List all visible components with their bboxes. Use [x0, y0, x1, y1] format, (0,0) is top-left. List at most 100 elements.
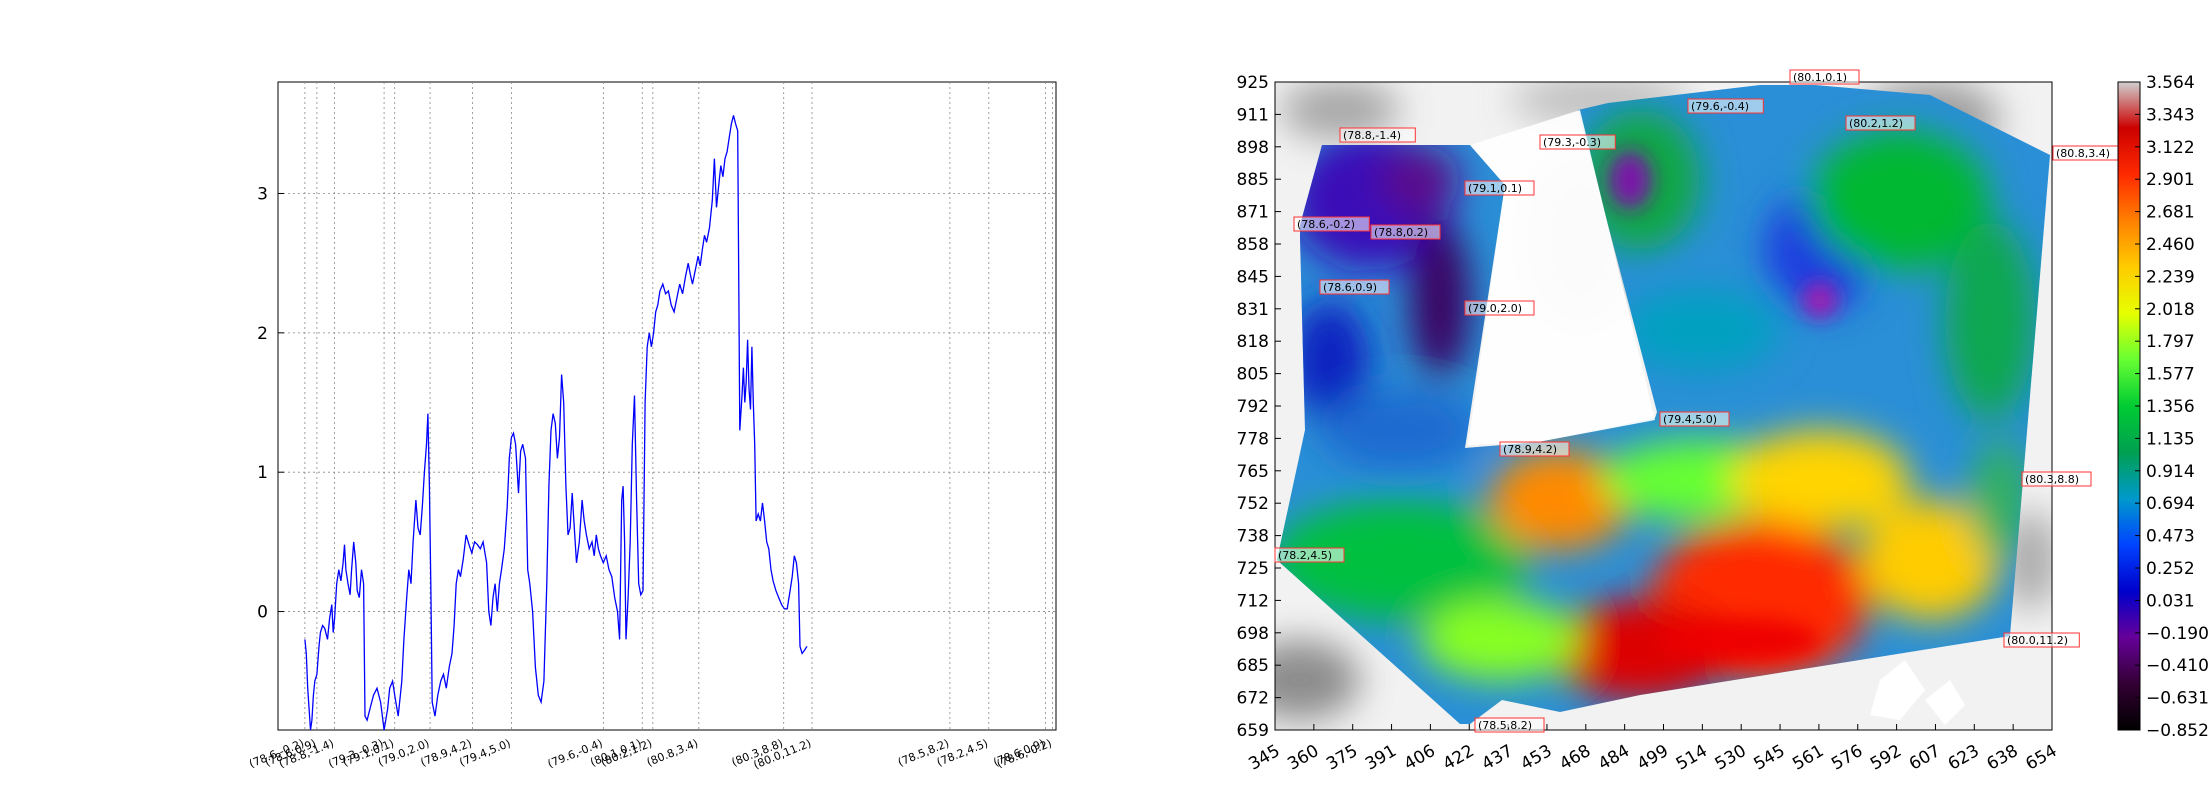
annotation-label: (79.3,-0.3) — [1539, 134, 1616, 150]
annotation-label: (79.4,5.0) — [1659, 411, 1730, 427]
svg-text:(80.3,8.8): (80.3,8.8) — [2025, 473, 2079, 486]
colorbar-tick-label: 1.577 — [2146, 365, 2195, 385]
svg-text:(78.2,4.5): (78.2,4.5) — [1278, 549, 1332, 562]
colorbar-tick-label: 0.031 — [2146, 591, 2195, 611]
annotation-label: (80.3,8.8) — [2021, 471, 2092, 487]
x-tick-label: 530 — [1712, 741, 1750, 775]
annotation-label: (78.6,0.9) — [1319, 279, 1390, 295]
colorbar-tick-label: 0.473 — [2146, 527, 2195, 547]
colorbar-tick-label: 1.135 — [2146, 429, 2195, 449]
x-tick-label: 576 — [1828, 741, 1866, 775]
x-tick-label: 514 — [1673, 741, 1711, 775]
annotation-label: (80.0,11.2) — [2003, 632, 2080, 648]
y-tick-label: 3 — [257, 184, 268, 204]
y-tick-label: 858 — [1237, 235, 1269, 255]
svg-text:(79.1,0.1): (79.1,0.1) — [1468, 182, 1522, 195]
colorbar-tick-label: 2.681 — [2146, 203, 2195, 223]
annotation-label: (80.8,3.4) — [2052, 145, 2123, 161]
x-tick-label: 484 — [1595, 741, 1633, 775]
colorbar-tick-label: 1.797 — [2146, 332, 2195, 352]
colorbar-tick-label: −0.190 — [2146, 624, 2209, 644]
y-tick-label: 925 — [1237, 73, 1269, 93]
x-tick-label: 638 — [1984, 741, 2022, 775]
y-tick-label: 712 — [1237, 591, 1269, 611]
y-tick-label: 805 — [1237, 365, 1269, 385]
svg-text:(78.9,4.2): (78.9,4.2) — [1503, 443, 1557, 456]
x-tick-label: 623 — [1945, 741, 1983, 775]
y-tick-label: 698 — [1237, 624, 1269, 644]
x-tick-label: 499 — [1634, 741, 1672, 775]
left-plot-area — [277, 81, 1057, 731]
annotation-label: (79.0,2.0) — [1464, 300, 1535, 316]
annotation-label: (80.1,0.1) — [1789, 69, 1860, 85]
x-tick-label: 375 — [1323, 741, 1361, 775]
left-y-axis: 0 1 2 3 — [257, 184, 284, 623]
y-tick-label: 725 — [1237, 559, 1269, 579]
colorbar-tick-label: 3.564 — [2146, 73, 2195, 93]
y-tick-label: 765 — [1237, 462, 1269, 482]
y-tick-label: 898 — [1237, 138, 1269, 158]
y-tick-label: 685 — [1237, 656, 1269, 676]
x-tick-label: 360 — [1284, 741, 1322, 775]
point-annotations: (80.1,0.1) (79.6,-0.4) (80.2,1.2) (78.8,-1.… — [1274, 69, 2123, 733]
y-tick-label: 672 — [1237, 689, 1269, 709]
colorbar-tick-label: 3.343 — [2146, 105, 2195, 125]
colorbar-tick-label: −0.852 — [2146, 721, 2209, 741]
annotation-label: (79.6,-0.4) — [1687, 98, 1764, 114]
svg-text:(78.5,8.2): (78.5,8.2) — [1478, 719, 1532, 732]
x-tick-label: 345 — [1245, 741, 1283, 775]
y-tick-label: 871 — [1237, 203, 1269, 223]
colorbar-tick-label: 0.252 — [2146, 559, 2195, 579]
x-tick-label: 422 — [1440, 741, 1478, 775]
colorbar-tick-label: 0.694 — [2146, 494, 2195, 514]
annotation-label: (78.8,-1.4) — [1339, 127, 1416, 143]
y-tick-label: 752 — [1237, 494, 1269, 514]
svg-text:(78.6,0.9): (78.6,0.9) — [1323, 281, 1377, 294]
x-tick-label: 453 — [1517, 741, 1555, 775]
x-tick-label: 406 — [1401, 741, 1439, 775]
y-tick-label: 2 — [257, 324, 268, 344]
y-tick-label: 659 — [1237, 721, 1269, 741]
y-tick-label: 818 — [1237, 332, 1269, 352]
annotation-label: (78.9,4.2) — [1499, 441, 1570, 457]
y-tick-label: 792 — [1237, 397, 1269, 417]
annotation-label: (78.8,0.2) — [1370, 224, 1441, 240]
svg-text:(79.6,-0.4): (79.6,-0.4) — [1691, 100, 1749, 113]
colorbar-tick-label: 0.914 — [2146, 462, 2195, 482]
right-x-axis: 345 360 375 391 406 422 437 453 468 484 499 514 530 5… — [1245, 724, 2061, 775]
colorbar-tick-label: 2.901 — [2146, 170, 2195, 190]
x-tick-label: 654 — [2022, 741, 2060, 775]
y-tick-label: 1 — [257, 463, 268, 483]
y-tick-label: 778 — [1237, 429, 1269, 449]
land-mask — [1870, 660, 1925, 720]
colorbar-ticks: 3.564 3.343 3.122 2.901 2.681 2.460 2.239 2.018… — [2135, 73, 2209, 741]
colorbar-tick-label: 3.122 — [2146, 138, 2195, 158]
colorbar-tick-label: 2.239 — [2146, 267, 2195, 287]
x-tick-label: 592 — [1867, 741, 1905, 775]
colorbar-tick-label: −0.631 — [2146, 689, 2209, 709]
colorbar-tick-label: 2.018 — [2146, 300, 2195, 320]
annotation-label: (80.2,1.2) — [1845, 115, 1916, 131]
svg-text:(80.2,1.2): (80.2,1.2) — [1849, 117, 1903, 130]
svg-text:(80.1,0.1): (80.1,0.1) — [1793, 71, 1847, 84]
heatmap-image — [1275, 82, 2052, 730]
right-y-axis: 925 911 898 885 871 858 845 831 818 805 792 778 765 7… — [1237, 73, 1281, 741]
svg-text:(79.4,5.0): (79.4,5.0) — [1663, 413, 1717, 426]
x-tick-label: 437 — [1478, 741, 1516, 775]
colorbar-tick-label: −0.410 — [2146, 656, 2209, 676]
y-tick-label: 0 — [257, 603, 268, 623]
x-tick-label: 391 — [1362, 741, 1400, 775]
series-line — [304, 115, 808, 731]
annotation-label: (78.6,-0.2) — [1293, 216, 1370, 232]
colorbar-tick-label: 2.460 — [2146, 235, 2195, 255]
svg-text:(79.0,2.0): (79.0,2.0) — [1468, 302, 1522, 315]
svg-text:(79.3,-0.3): (79.3,-0.3) — [1543, 136, 1601, 149]
colorbar-tick-label: 1.356 — [2146, 397, 2195, 417]
svg-text:(78.6,-0.2): (78.6,-0.2) — [1297, 218, 1355, 231]
y-tick-label: 831 — [1237, 300, 1269, 320]
svg-text:(80.8,3.4): (80.8,3.4) — [2056, 147, 2110, 160]
x-tick-label: 468 — [1556, 741, 1594, 775]
x-tick-label: 561 — [1789, 741, 1827, 775]
